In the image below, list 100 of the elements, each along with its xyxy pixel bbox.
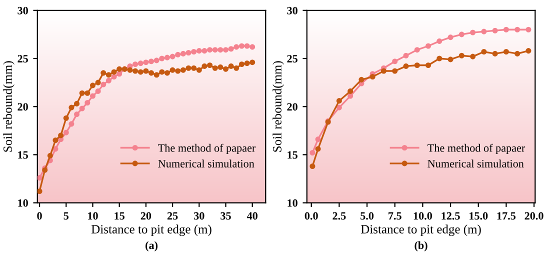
point [315, 136, 321, 142]
point [348, 93, 354, 99]
point [47, 152, 53, 158]
point [180, 67, 186, 73]
point [148, 70, 154, 76]
point [74, 112, 80, 118]
x-tick-label: 25 [167, 212, 178, 220]
text: (b) [414, 241, 428, 252]
point [37, 188, 42, 194]
point [159, 69, 165, 75]
point [106, 72, 112, 78]
x-tick-label: 10 [88, 212, 98, 220]
point [68, 121, 74, 127]
point [212, 47, 218, 53]
point [159, 56, 165, 62]
point [74, 100, 80, 106]
x-tick-label: 5 [64, 212, 68, 220]
text: (a) [146, 241, 158, 252]
y-tick-label: 25 [18, 54, 28, 62]
point [154, 58, 160, 64]
point [392, 68, 398, 74]
x-tick-label: 0.0 [304, 212, 318, 220]
point [238, 61, 244, 68]
point [448, 34, 454, 40]
y-axis-title: Soil rebound(mm) [3, 61, 14, 152]
y-axis-title: Soil rebound(mm) [272, 61, 284, 152]
y-tick-label: 30 [287, 6, 298, 14]
point [37, 175, 42, 181]
x-tick-label: 0 [37, 212, 42, 220]
point [127, 67, 133, 73]
point [436, 56, 442, 62]
point [228, 46, 234, 52]
y-tick-label: 20 [287, 103, 298, 111]
point [63, 115, 69, 121]
point [170, 67, 176, 73]
point [175, 52, 181, 58]
y-tick-label: 10 [288, 199, 298, 207]
point [79, 90, 85, 96]
point [191, 65, 197, 71]
point [315, 146, 321, 152]
point [148, 58, 154, 64]
point [448, 56, 454, 62]
point [84, 100, 90, 106]
point [202, 63, 208, 69]
point [207, 47, 213, 53]
point [244, 43, 250, 49]
x-tick-label: 15 [114, 212, 124, 220]
point [470, 30, 476, 36]
point [348, 88, 354, 94]
point [52, 137, 58, 144]
point [58, 132, 64, 138]
point [425, 62, 432, 68]
point [414, 62, 420, 68]
point [100, 82, 106, 88]
point [180, 50, 186, 56]
point [492, 50, 498, 56]
x-tick-label: 20.0 [524, 212, 544, 220]
y-tick-label: 20 [18, 103, 28, 111]
point [244, 60, 250, 66]
y-tick-label: 25 [287, 54, 298, 62]
x-tick-label: 40 [246, 212, 258, 220]
point [481, 28, 487, 34]
point [90, 93, 96, 99]
x-tick-label: 2.5 [332, 212, 346, 220]
point [154, 72, 160, 78]
point [514, 26, 520, 32]
point [68, 104, 74, 110]
point [234, 44, 240, 50]
point [132, 61, 138, 68]
point [526, 48, 532, 54]
point [250, 44, 256, 50]
point [79, 106, 85, 112]
point [425, 43, 432, 49]
legend-label: The method of papaer [428, 144, 526, 154]
x-tick-label: 5.0 [360, 212, 374, 220]
point [138, 60, 144, 66]
point [458, 32, 464, 38]
point [228, 63, 234, 69]
legend-label: Numerical simulation [428, 160, 524, 168]
point [238, 43, 244, 49]
point [481, 48, 487, 55]
point [95, 88, 101, 94]
y-tick-label: 30 [18, 6, 28, 14]
point [164, 70, 170, 76]
point [111, 74, 117, 80]
x-tick-label: 7.5 [388, 212, 402, 220]
point [170, 54, 176, 60]
point [207, 62, 213, 68]
point [492, 28, 498, 34]
point [458, 52, 464, 58]
x-tick-label: 20 [140, 212, 152, 220]
point [222, 47, 229, 53]
point [336, 104, 342, 110]
point [503, 26, 509, 32]
point [336, 98, 342, 104]
y-tick-label: 15 [18, 151, 28, 159]
point [191, 48, 197, 55]
point [202, 48, 208, 54]
point [212, 65, 218, 71]
x-tick-label: 15.0 [470, 212, 488, 220]
